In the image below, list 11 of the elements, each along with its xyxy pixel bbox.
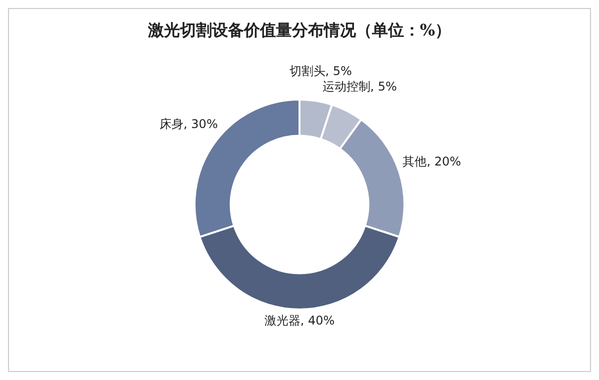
data-label: , 40% xyxy=(300,313,335,328)
data-label: , 30% xyxy=(184,116,218,131)
slice-label: 其他 xyxy=(402,154,427,168)
chart-title: 激光切割设备价值量分布情况（单位：%） xyxy=(146,20,452,40)
slice-label: 激光器 xyxy=(264,313,300,328)
slice-label: 切割头 xyxy=(289,64,326,78)
data-label: , 20% xyxy=(426,154,462,168)
slice-label: 床身 xyxy=(160,116,184,131)
data-label: , 5% xyxy=(370,79,397,94)
data-label: , 5% xyxy=(325,64,352,78)
slice-label: 运动控制 xyxy=(322,79,370,94)
